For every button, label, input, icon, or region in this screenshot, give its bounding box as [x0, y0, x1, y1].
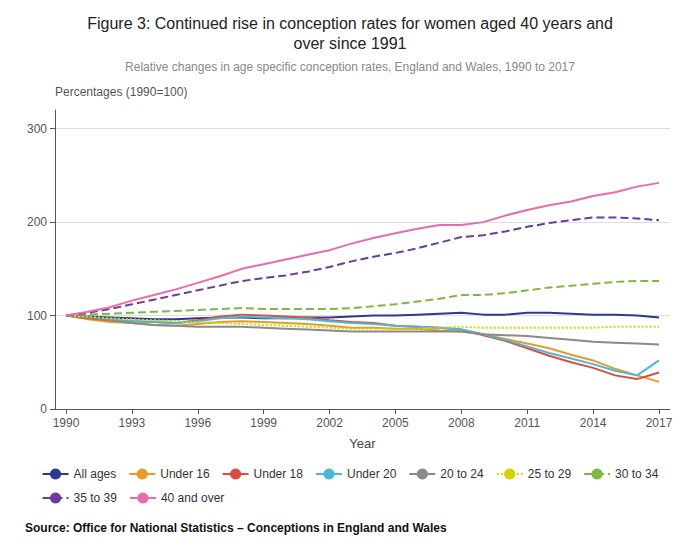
- svg-text:2014: 2014: [580, 416, 607, 430]
- svg-text:Under 20: Under 20: [347, 467, 397, 481]
- svg-text:2017: 2017: [646, 416, 673, 430]
- svg-text:1996: 1996: [184, 416, 211, 430]
- svg-text:20 to 24: 20 to 24: [440, 467, 484, 481]
- svg-text:Percentages (1990=100): Percentages (1990=100): [55, 85, 187, 99]
- svg-text:2002: 2002: [316, 416, 343, 430]
- svg-text:300: 300: [27, 122, 47, 136]
- svg-text:1999: 1999: [250, 416, 277, 430]
- svg-text:1990: 1990: [53, 416, 80, 430]
- svg-text:100: 100: [27, 309, 47, 323]
- svg-text:Under 16: Under 16: [160, 467, 210, 481]
- svg-text:Year: Year: [349, 436, 376, 451]
- svg-text:30 to 34: 30 to 34: [615, 467, 659, 481]
- svg-text:over since 1991: over since 1991: [294, 35, 407, 52]
- svg-text:All ages: All ages: [74, 467, 117, 481]
- svg-text:1993: 1993: [119, 416, 146, 430]
- svg-text:200: 200: [27, 215, 47, 229]
- svg-text:0: 0: [40, 402, 47, 416]
- svg-text:35 to 39: 35 to 39: [74, 491, 118, 505]
- svg-text:Relative changes in age specif: Relative changes in age specific concept…: [125, 60, 575, 74]
- svg-text:2005: 2005: [382, 416, 409, 430]
- svg-text:25 to 29: 25 to 29: [528, 467, 572, 481]
- svg-text:Under 18: Under 18: [254, 467, 304, 481]
- svg-text:Figure 3: Continued rise in co: Figure 3: Continued rise in conception r…: [87, 15, 613, 32]
- svg-text:2011: 2011: [514, 416, 540, 430]
- svg-text:2008: 2008: [448, 416, 475, 430]
- svg-text:Source: Office for National St: Source: Office for National Statistics –…: [25, 521, 447, 535]
- svg-text:40 and over: 40 and over: [161, 491, 224, 505]
